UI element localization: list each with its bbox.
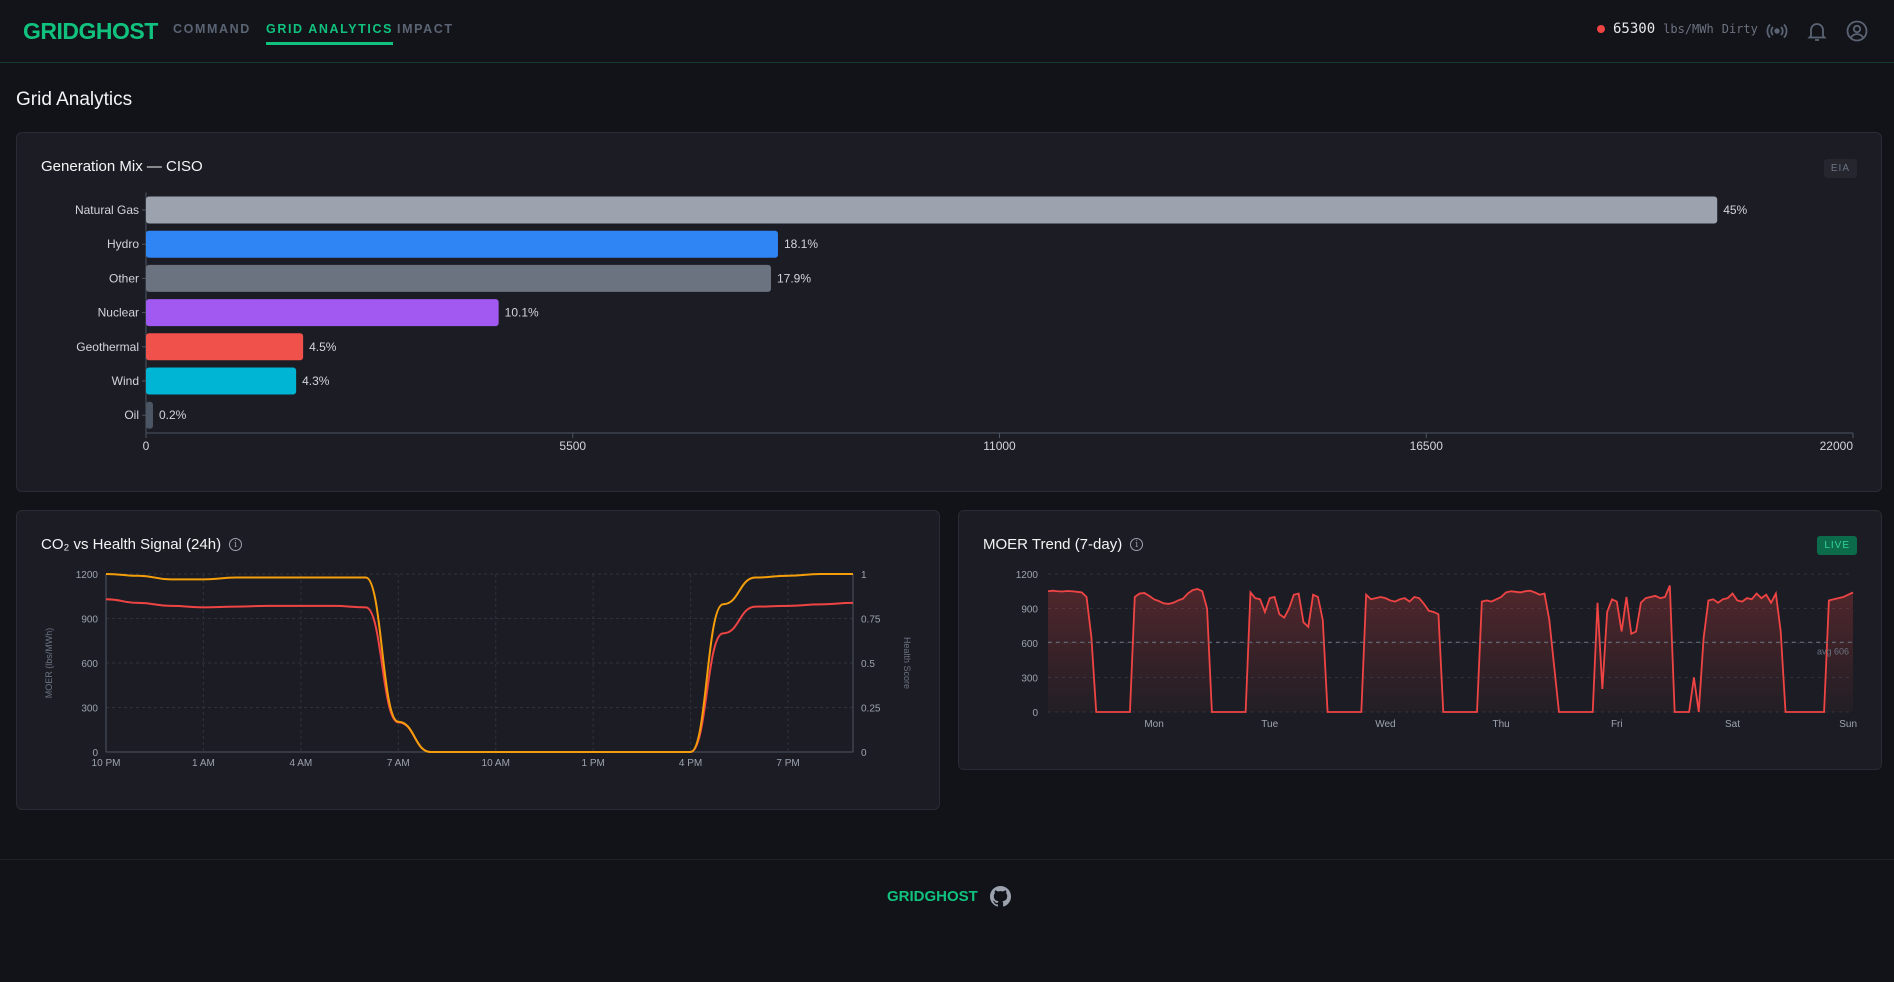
line-series-health — [105, 573, 853, 753]
status-dot-icon — [1597, 25, 1605, 33]
co2-health-line-chart: 0 0 300 0.25 600 0.5 900 0.75 1200 1 10 PM 1 AM 4 AM… — [44, 570, 912, 769]
category-label: Hydro — [107, 237, 139, 251]
x-tick-label: 5500 — [559, 439, 586, 453]
x-tick-label: 0 — [143, 439, 150, 453]
x-tick-label: 10 AM — [482, 758, 510, 769]
x-tick-label: 4 AM — [289, 758, 312, 769]
area-fill — [1048, 585, 1853, 712]
bar-hydro — [146, 230, 778, 258]
nav-tab-impact[interactable]: IMPACT — [397, 22, 454, 36]
moer-trend-area-chart: 0 300 600 900 1200 Mon Tue Wed Thu Fri Sat Sun avg 6… — [1016, 570, 1857, 730]
bar-value-label: 17.9% — [777, 271, 811, 285]
co2-health-card: CO₂ vs Health Signal (24h) i 0 0 300 0.25 600… — [16, 510, 940, 810]
y-tick-label: 1200 — [76, 570, 99, 581]
x-tick-label: Mon — [1144, 719, 1163, 730]
x-tick-label: 1 AM — [192, 758, 215, 769]
y2-tick-label: 0.75 — [861, 615, 881, 626]
x-tick-label: 22000 — [1820, 439, 1854, 453]
x-tick-label: Sat — [1725, 719, 1740, 730]
app-logo[interactable]: GRIDGHOST — [23, 18, 158, 44]
moer-trend-card: MOER Trend (7-day) i LIVE 0 300 600 900 1200 M… — [958, 510, 1882, 770]
card-title: Generation Mix — CISO — [41, 158, 203, 175]
y2-tick-label: 0.5 — [861, 659, 875, 670]
x-tick-label: 1 PM — [582, 758, 605, 769]
nav-tab-grid-analytics[interactable]: GRID ANALYTICS — [266, 22, 394, 45]
y-tick-label: 1200 — [1016, 570, 1039, 581]
y2-tick-label: 0.25 — [861, 704, 881, 715]
y2-axis-title: Health Score — [902, 637, 912, 689]
category-label: Natural Gas — [75, 203, 139, 217]
x-tick-label: 16500 — [1410, 439, 1444, 453]
moer-value: 65300 — [1613, 21, 1656, 37]
generation-bar-chart: Natural Gas 45% Hydro 18.1% Other 17.9% Nuclea… — [75, 192, 1854, 453]
y-tick-label: 300 — [1021, 674, 1038, 685]
footer: GRIDGHOST — [0, 859, 1894, 982]
category-label: Nuclear — [98, 306, 139, 320]
bar-value-label: 0.2% — [159, 408, 187, 422]
x-tick-label: Wed — [1375, 719, 1395, 730]
x-tick-label: 7 PM — [776, 758, 799, 769]
y-tick-label: 0 — [1032, 708, 1038, 719]
y-tick-label: 900 — [1021, 605, 1038, 616]
grid-status-readout: 65300 lbs/MWh Dirty — [1597, 21, 1758, 37]
bar-geothermal — [146, 333, 304, 361]
category-label: Wind — [112, 374, 139, 388]
category-label: Other — [109, 271, 139, 285]
x-tick-label: 4 PM — [679, 758, 702, 769]
bar-natural-gas — [146, 196, 1718, 224]
info-icon[interactable]: i — [229, 538, 243, 551]
y2-tick-label: 1 — [861, 570, 867, 581]
line-series-moer — [105, 598, 854, 753]
category-label: Oil — [124, 408, 139, 422]
y-tick-label: 300 — [81, 704, 98, 715]
x-tick-label: 11000 — [983, 439, 1016, 453]
bar-value-label: 10.1% — [505, 306, 539, 320]
top-nav-bar: GRIDGHOST COMMAND GRID ANALYTICS IMPACT … — [0, 0, 1894, 63]
x-tick-label: 10 PM — [92, 758, 121, 769]
y-tick-label: 600 — [81, 659, 98, 670]
y2-tick-label: 0 — [861, 748, 867, 759]
y-tick-label: 900 — [81, 615, 98, 626]
bar-nuclear — [146, 299, 499, 327]
card-title: CO₂ vs Health Signal (24h) — [41, 536, 222, 553]
moer-line — [1047, 585, 1854, 713]
grid-level: Dirty — [1721, 22, 1758, 36]
github-icon[interactable] — [990, 886, 1011, 907]
y-axis-title: MOER (lbs/MWh) — [44, 628, 54, 699]
broadcast-icon[interactable] — [1765, 19, 1789, 43]
bell-icon[interactable] — [1805, 19, 1829, 43]
card-title: MOER Trend (7-day) — [983, 536, 1123, 553]
bar-oil — [146, 401, 153, 429]
bar-value-label: 4.3% — [302, 374, 330, 388]
generation-mix-card: Generation Mix — CISO EIA Natural Gas 45%… — [16, 132, 1882, 492]
bar-other — [146, 264, 771, 292]
average-label: avg 606 — [1817, 646, 1849, 656]
footer-logo: GRIDGHOST — [887, 888, 978, 905]
y-tick-label: 600 — [1021, 639, 1038, 650]
x-tick-label: Sun — [1839, 719, 1857, 730]
source-badge: EIA — [1823, 159, 1857, 178]
bar-value-label: 18.1% — [784, 237, 818, 251]
user-circle-icon[interactable] — [1845, 19, 1869, 43]
nav-tab-command[interactable]: COMMAND — [173, 22, 251, 36]
x-tick-label: Fri — [1611, 719, 1623, 730]
bar-wind — [146, 367, 297, 395]
bar-value-label: 4.5% — [309, 340, 337, 354]
x-tick-label: Tue — [1261, 719, 1278, 730]
info-icon[interactable]: i — [1130, 538, 1144, 551]
page-title: Grid Analytics — [16, 89, 133, 110]
category-label: Geothermal — [76, 340, 139, 354]
moer-unit: lbs/MWh — [1663, 22, 1714, 36]
y-tick-label: 0 — [92, 748, 98, 759]
live-badge: LIVE — [1817, 536, 1857, 555]
x-tick-label: Thu — [1492, 719, 1509, 730]
x-tick-label: 7 AM — [387, 758, 410, 769]
bar-value-label: 45% — [1723, 203, 1747, 217]
